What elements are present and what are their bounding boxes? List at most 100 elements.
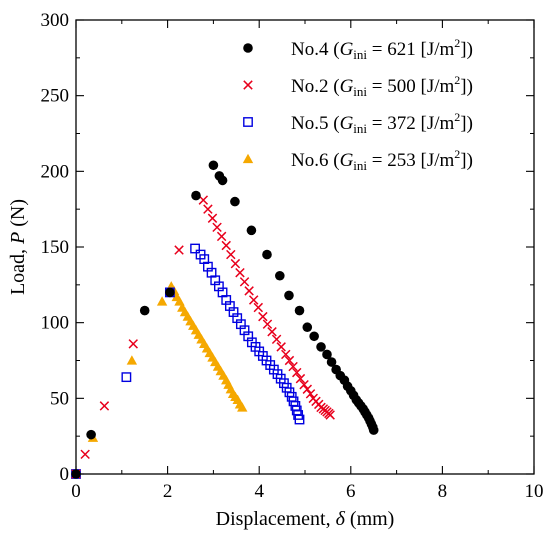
point-no4 (86, 429, 96, 440)
point-no4 (326, 357, 337, 367)
legend-unit-end: ] (460, 113, 466, 134)
legend-subscript: ini (353, 47, 367, 62)
series-no6 (70, 281, 248, 479)
legend-value: 621 (387, 39, 416, 60)
legend-unit: [J/m (421, 150, 455, 171)
point-no5 (294, 414, 305, 425)
x-axis-title-symbol: δ (336, 508, 346, 530)
point-no2 (253, 302, 264, 313)
legend-marker-shape-no2 (243, 80, 253, 90)
legend-paren-close: ) (467, 113, 473, 134)
point-no2 (216, 231, 227, 242)
y-axis-title: Load, P (N) (7, 199, 29, 295)
point-no2 (305, 389, 316, 399)
point-no4 (284, 290, 294, 301)
legend-paren-close: ) (467, 150, 473, 171)
point-no2 (299, 379, 309, 390)
point-no2 (128, 339, 138, 349)
legend-entry-no5: No.5 (Gini = 372 [J/m2]) (243, 110, 473, 136)
point-no2 (258, 311, 268, 322)
x-axis-title: Displacement, δ (mm) (216, 508, 395, 530)
point-no4 (230, 196, 240, 207)
y-tick-label: 150 (41, 237, 70, 258)
legend-equals: = (367, 113, 387, 134)
legend-subscript: ini (353, 121, 367, 136)
point-no4 (191, 190, 201, 201)
legend-text-no6: No.6 (Gini = 253 [J/m2]) (291, 147, 473, 173)
legend-symbol-g: G (340, 76, 354, 97)
point-no2 (212, 222, 222, 233)
x-axis-title-prefix: Displacement, (216, 508, 336, 530)
point-no2 (295, 373, 306, 384)
point-no2 (244, 286, 254, 296)
point-no2 (281, 349, 291, 360)
point-no2 (239, 277, 250, 287)
legend: No.4 (Gini = 621 [J/m2]) No.2 (Gini = 50… (242, 36, 473, 173)
point-no4 (368, 425, 379, 435)
point-no6 (156, 296, 168, 306)
legend-series-name: No.2 (291, 76, 328, 97)
point-no2 (174, 245, 184, 255)
legend-unit-sup: 2 (454, 36, 460, 50)
legend-text-no5: No.5 (Gini = 372 [J/m2]) (291, 110, 473, 136)
legend-unit: [J/m (421, 39, 455, 60)
legend-unit-end: ] (460, 150, 466, 171)
point-no2 (99, 401, 110, 411)
legend-value: 253 (387, 150, 416, 171)
legend-entry-no2: No.2 (Gini = 500 [J/m2]) (243, 73, 473, 99)
point-no4 (165, 287, 175, 298)
point-no2 (80, 449, 90, 460)
x-tick-label: 8 (438, 481, 448, 502)
legend-marker-no5 (243, 117, 253, 127)
legend-marker-no2 (243, 80, 253, 90)
legend-series-name: No.4 (291, 39, 329, 60)
y-tick-label: 0 (60, 464, 70, 485)
legend-value: 372 (387, 113, 416, 134)
point-no6 (126, 355, 138, 365)
series-no4 (71, 160, 379, 479)
point-no2 (226, 249, 236, 260)
y-tick-label: 250 (41, 86, 70, 107)
legend-subscript: ini (353, 84, 367, 99)
legend-paren-open: ( (328, 150, 339, 171)
point-no2 (267, 327, 277, 337)
legend-series-name: No.5 (291, 113, 328, 134)
point-no2 (288, 361, 298, 372)
point-no4 (316, 342, 326, 352)
point-no4 (322, 349, 332, 360)
legend-equals: = (367, 150, 387, 171)
legend-unit-sup: 2 (454, 110, 460, 124)
legend-unit-sup: 2 (454, 147, 460, 161)
legend-unit-end: ] (460, 76, 466, 97)
legend-subscript: ini (353, 158, 367, 173)
legend-marker-no4 (243, 43, 253, 53)
point-no2 (230, 258, 241, 269)
point-no4 (309, 331, 319, 342)
legend-marker-no6 (242, 153, 254, 164)
x-tick-label: 4 (254, 481, 264, 502)
point-no2 (207, 213, 218, 223)
point-no4 (246, 225, 257, 236)
y-axis-title-symbol: P (7, 232, 29, 245)
legend-marker-shape-no4 (243, 43, 253, 53)
legend-symbol-g: G (340, 39, 354, 60)
y-axis-title-prefix: Load, (7, 244, 29, 295)
point-no5 (190, 243, 200, 254)
point-no2 (325, 410, 335, 420)
plot-frame (75, 19, 535, 475)
legend-paren-close: ) (467, 39, 473, 60)
point-no2 (235, 267, 245, 278)
point-no4 (302, 322, 313, 333)
point-no4 (262, 249, 272, 260)
legend-entry-no6: No.6 (Gini = 253 [J/m2]) (242, 147, 473, 173)
legend-paren-open: ( (328, 113, 339, 134)
legend-equals: = (367, 76, 387, 97)
legend-text-no4: No.4 (Gini = 621 [J/m2]) (291, 36, 473, 62)
y-tick-label: 300 (41, 10, 70, 31)
legend-paren-open: ( (328, 76, 339, 97)
point-no2 (271, 334, 282, 345)
legend-unit-end: ] (460, 39, 466, 60)
legend-paren-close: ) (467, 76, 473, 97)
